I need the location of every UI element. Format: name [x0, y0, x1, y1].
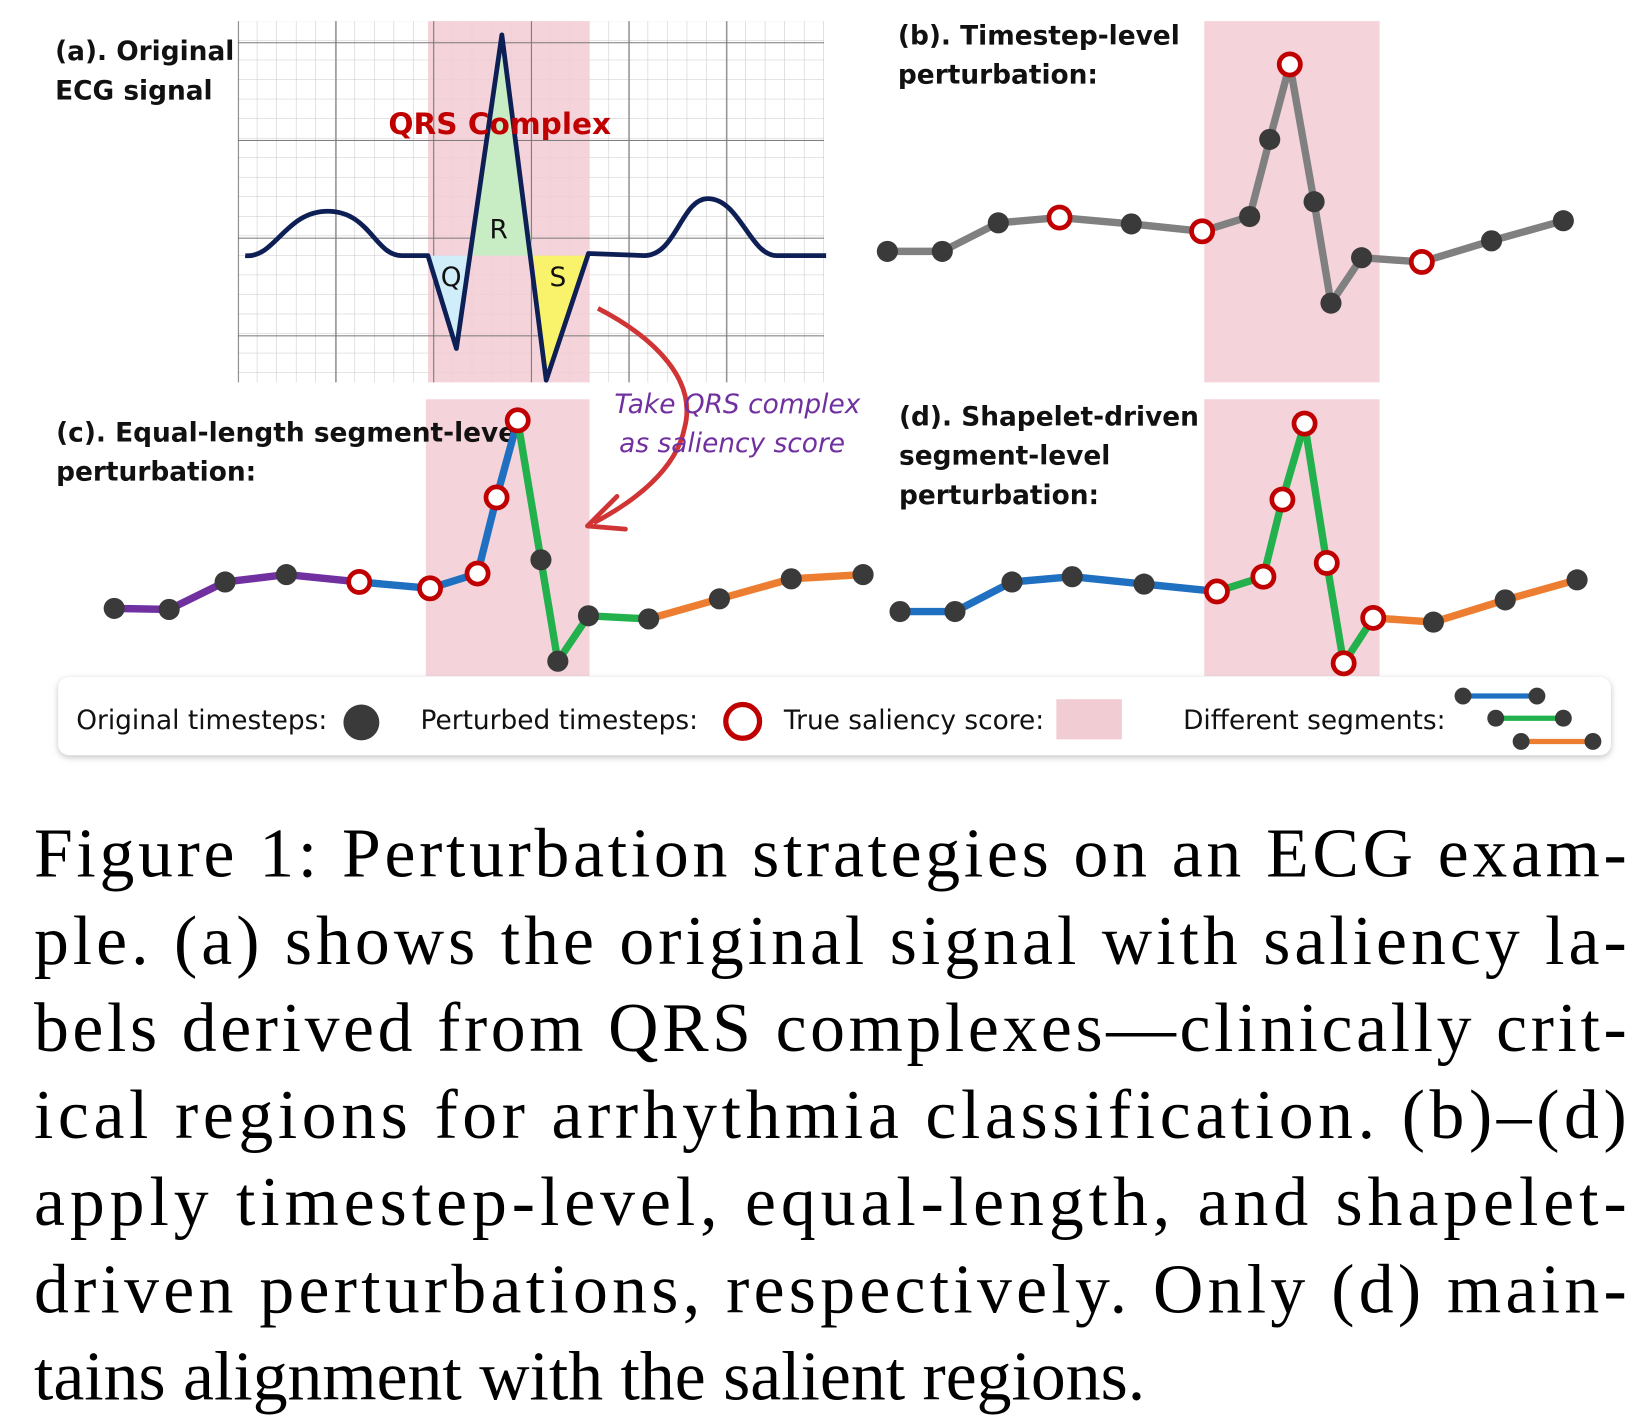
timestep-point	[944, 600, 966, 623]
timestep-point	[638, 608, 660, 630]
perturbed-point	[1313, 550, 1340, 576]
panel-label: (b). Timestep-level	[898, 20, 1180, 51]
timestep-point	[1001, 571, 1023, 593]
timestep-point	[103, 597, 125, 619]
perturbed-point	[1408, 249, 1435, 275]
caption-line: ical regions for arrhythmia classificati…	[34, 1077, 1627, 1154]
timestep-point	[708, 588, 730, 610]
caption-line: bels derived from QRS complexes—clinical…	[34, 990, 1627, 1067]
timestep-point	[889, 600, 911, 623]
timestep-point	[158, 598, 180, 620]
r-area	[470, 34, 534, 256]
perturbed-point	[1046, 204, 1073, 231]
caption-line: ple. (a) shows the original signal with …	[34, 903, 1627, 980]
perturbed-point	[1250, 563, 1277, 590]
wave-label: S	[549, 262, 566, 293]
grid	[237, 21, 825, 383]
qrs-title: QRS Complex	[388, 107, 611, 141]
series	[103, 407, 874, 672]
perturbed-point	[1330, 650, 1357, 677]
perturbed-point	[346, 569, 373, 595]
legend-box	[58, 677, 1611, 756]
series	[876, 51, 1574, 314]
timestep-point	[852, 564, 874, 586]
segment-line	[1372, 576, 1579, 626]
timestep-point	[1480, 230, 1503, 252]
timestep-point	[780, 568, 802, 590]
legend-segments	[1454, 687, 1602, 750]
wave-label: R	[490, 215, 508, 246]
timestep-point	[577, 605, 600, 627]
panel-label: perturbation:	[898, 59, 1098, 90]
caption-line: tains alignment with the salient regions…	[34, 1338, 1145, 1415]
caption-line: apply timestep-level, equal-length, and …	[34, 1164, 1627, 1241]
caption-line: driven perturbations, respectively. Only…	[34, 1251, 1627, 1328]
segment-line	[647, 570, 864, 623]
perturbed-point	[1360, 604, 1387, 631]
s-area	[533, 255, 589, 381]
timestep-point	[931, 240, 953, 262]
timestep-point	[876, 240, 898, 262]
wave-label: Q	[441, 262, 462, 293]
arrow	[592, 306, 690, 525]
panel-label: perturbation:	[899, 480, 1099, 511]
perturbed-point	[1291, 410, 1318, 437]
annotation: Take QRS complex	[614, 389, 860, 420]
legend-label: True saliency score:	[783, 705, 1044, 736]
timestep-point	[1552, 210, 1574, 232]
timestep-point	[1061, 566, 1083, 588]
timestep-point	[1239, 205, 1261, 228]
perturbed-point	[1189, 218, 1216, 245]
timestep-point	[1259, 128, 1281, 150]
series	[889, 410, 1588, 677]
timestep-point	[530, 549, 552, 571]
perturbed-point	[417, 575, 443, 602]
ecg-signal	[244, 32, 827, 383]
panel-label: (c). Equal-length segment-level	[56, 417, 525, 448]
timestep-point	[1566, 569, 1588, 591]
perturbed-point	[483, 484, 510, 511]
panel-a: QRS Complex Q R S (a). Original ECG sign…	[55, 21, 827, 383]
timestep-point	[1422, 611, 1444, 633]
timestep-point	[987, 212, 1009, 234]
segment-line	[114, 570, 360, 614]
caption-line: Figure 1: Perturbation strategies on an …	[34, 816, 1627, 893]
legend-ring	[723, 701, 763, 741]
legend-label: Original timesteps:	[76, 705, 327, 736]
timestep-point	[547, 650, 569, 672]
arrow-head	[585, 494, 628, 532]
timestep-point	[1320, 292, 1342, 314]
timestep-point	[214, 571, 236, 593]
perturbed-point	[1203, 578, 1230, 605]
timestep-point	[1351, 247, 1373, 269]
timestep-point	[1303, 191, 1325, 213]
timestep-point	[1133, 573, 1155, 595]
perturbed-point	[1269, 486, 1296, 513]
legend-swatch	[1056, 699, 1122, 740]
caption: Figure 1: Perturbation strategies on an …	[34, 816, 1627, 1416]
legend-label: Perturbed timesteps:	[421, 705, 698, 736]
panel-label: (a). Original	[55, 36, 234, 67]
timestep-point	[275, 564, 297, 586]
panel-label: (d). Shapelet-driven	[899, 402, 1199, 433]
saliency-band	[1204, 399, 1380, 676]
legend: Original timesteps: Perturbed timesteps:…	[58, 677, 1611, 756]
panel-label: segment-level	[899, 441, 1110, 472]
annotation: as saliency score	[619, 428, 845, 459]
timestep-point	[1120, 213, 1142, 235]
legend-label: Different segments:	[1183, 705, 1445, 736]
panel-label: ECG signal	[55, 75, 213, 106]
perturbed-point	[464, 560, 491, 587]
panel-label: perturbation:	[56, 457, 256, 488]
perturbed-point	[1276, 51, 1303, 78]
legend-dot	[343, 704, 380, 741]
perturbed-point	[504, 407, 531, 434]
timestep-point	[1494, 589, 1516, 611]
